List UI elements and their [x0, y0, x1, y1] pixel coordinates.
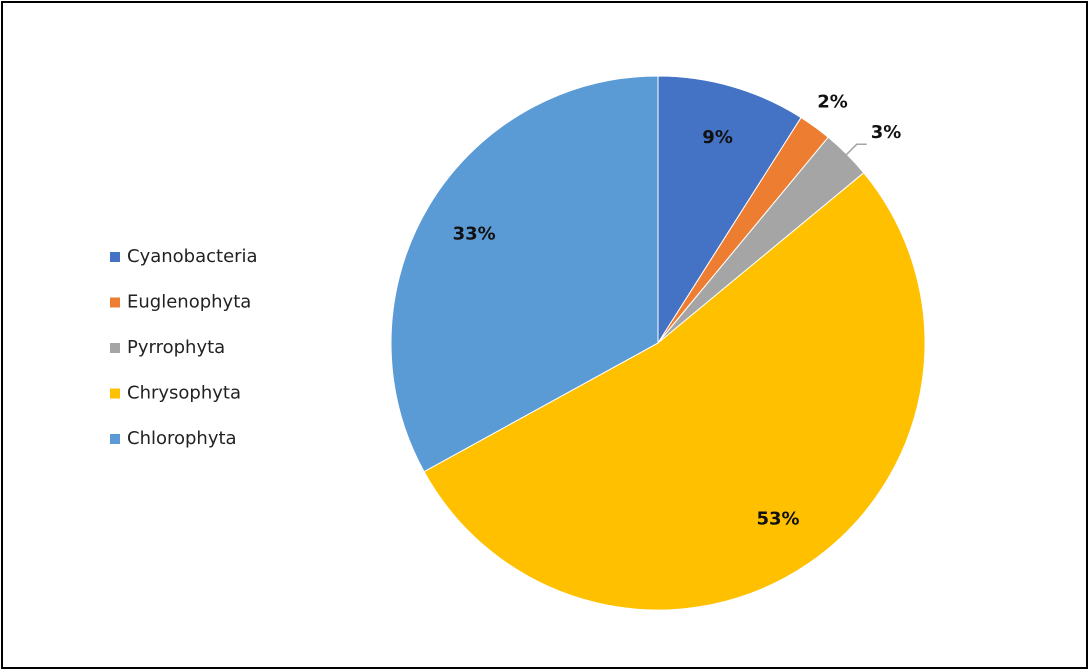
- legend-swatch: [110, 343, 120, 353]
- legend-label: Euglenophyta: [127, 292, 251, 313]
- pie: 9% 2% 3% 53% 33%: [390, 75, 926, 611]
- legend-swatch: [110, 434, 120, 444]
- data-label: 3%: [871, 122, 902, 143]
- legend-swatch: [110, 388, 120, 399]
- data-label: 53%: [757, 509, 800, 530]
- leader-line: [842, 143, 867, 159]
- legend-label: Cyanobacteria: [127, 246, 258, 267]
- legend-label: Pyrrophyta: [127, 337, 225, 358]
- pie-slice: [423, 172, 926, 611]
- pie-slice: [390, 75, 659, 473]
- legend-swatch: [110, 297, 120, 308]
- legend-label: Chrysophyta: [127, 383, 241, 404]
- pie-slice: [657, 75, 802, 345]
- data-label: 2%: [817, 92, 848, 113]
- legend: Cyanobacteria Euglenophyta Pyrrophyta Chrys…: [110, 246, 258, 449]
- legend-label: Chlorophyta: [127, 428, 237, 449]
- legend-swatch: [110, 252, 120, 262]
- data-label: 9%: [702, 127, 733, 148]
- data-label: 33%: [453, 223, 496, 244]
